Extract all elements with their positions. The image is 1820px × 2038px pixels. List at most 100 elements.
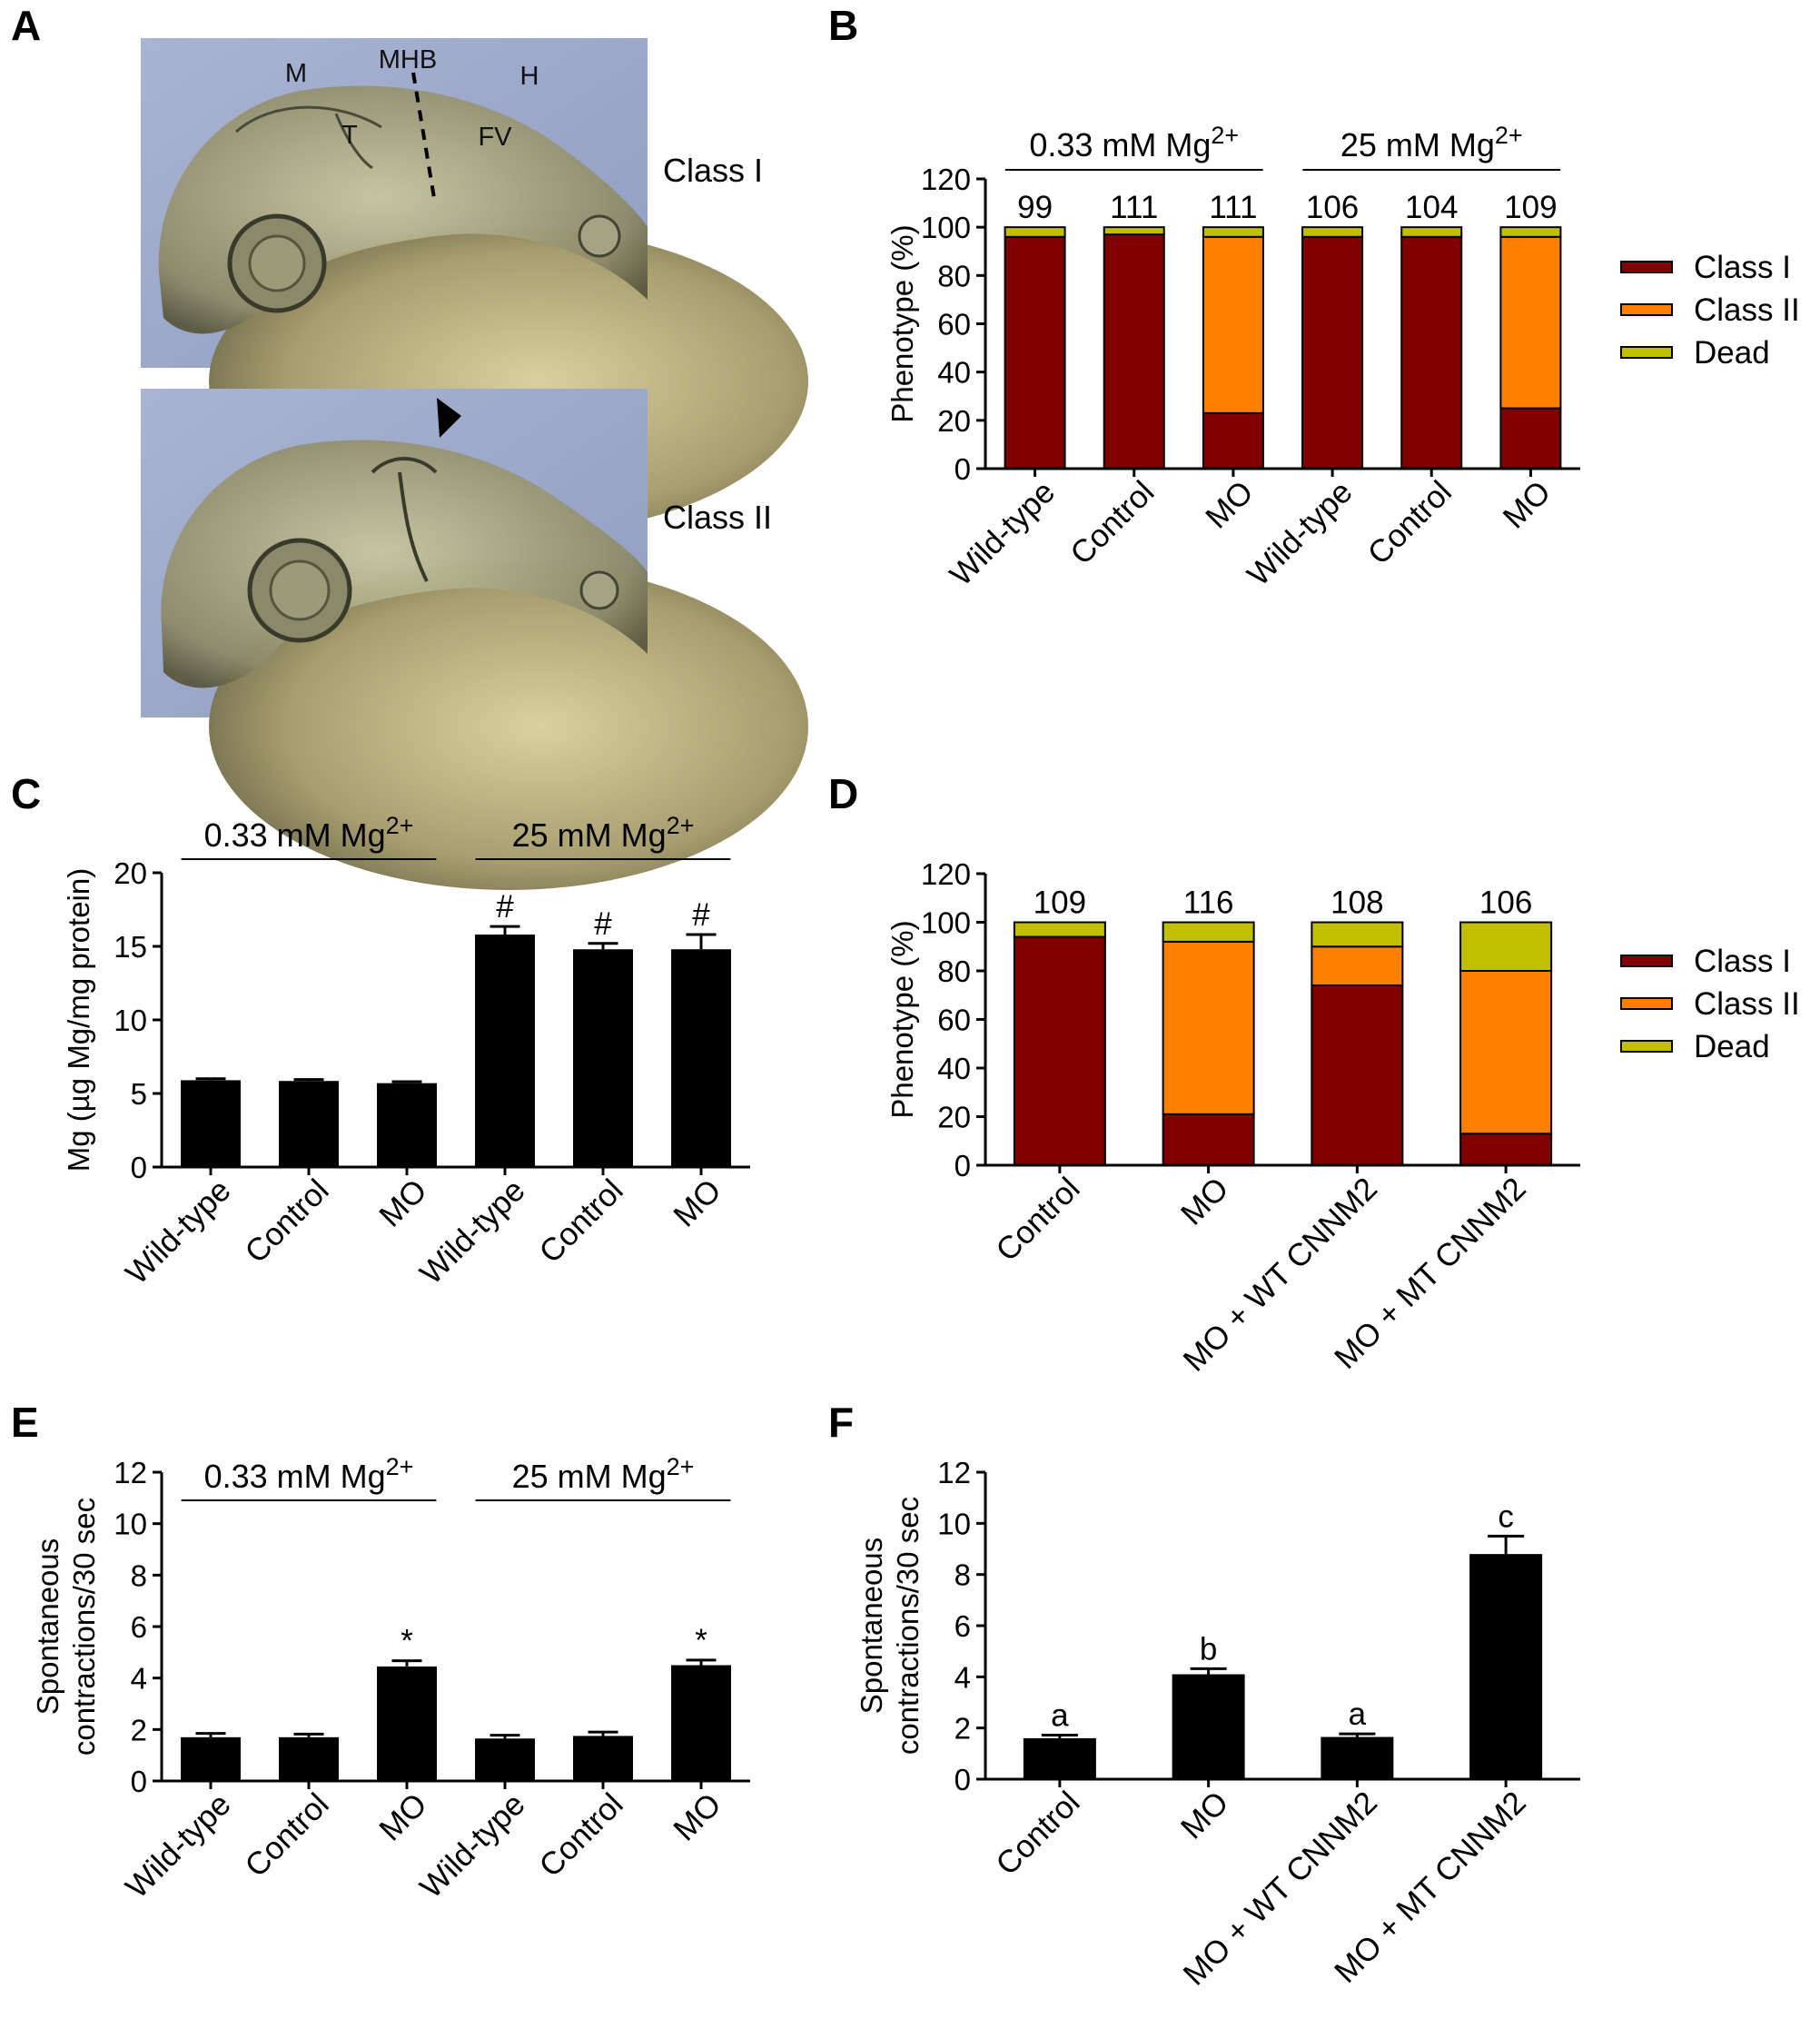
x-category-label: MO [372,1786,433,1847]
group-label: 25 mM Mg2+ [1340,122,1523,163]
class-ii-label: Class II [663,499,772,536]
y-tick-label: 80 [937,955,971,988]
legend-label: Dead [1694,335,1770,371]
y-tick-label: 0 [131,1151,147,1184]
n-label: 111 [1209,190,1257,225]
y-tick-label: 60 [937,308,971,341]
bar [377,1666,437,1781]
x-category-label: Wild-type [413,1172,532,1291]
group-label-text: 0.33 mM Mg [204,1458,386,1495]
y-tick-label: 120 [921,857,971,891]
bar-class-ii [1459,970,1553,1135]
x-category-label: MO [1174,1171,1235,1232]
bar-dead [1004,226,1066,238]
bar-dead [1301,226,1364,238]
group-label-superscript: 2+ [1495,122,1523,149]
group-label-superscript: 2+ [386,812,414,839]
y-tick-label: 12 [937,1456,971,1489]
n-label: 106 [1306,190,1359,225]
x-category-label: Control [989,1785,1086,1882]
bar [1320,1736,1394,1779]
y-tick-label: 4 [955,1660,971,1694]
group-label-text: 25 mM Mg [1340,126,1495,163]
bar-class-i [1499,407,1562,470]
bar-class-ii [1499,235,1562,410]
y-tick-label: 20 [114,856,147,890]
x-category-label: Control [532,1786,629,1884]
x-category-label: MO [667,1786,727,1847]
bar [181,1080,241,1167]
y-tick-label: 0 [955,452,971,486]
y-axis-label: Mg (µg Mg/mg protein) [62,868,95,1172]
legend-swatch [1620,261,1673,273]
y-tick-label: 4 [131,1662,147,1696]
y-tick-label: 2 [955,1712,971,1746]
image-label-mhb: MHB [379,45,437,74]
y-tick-label: 20 [937,404,971,438]
bar-class-i [1311,984,1404,1167]
y-tick-label: 10 [937,1507,971,1540]
bar [475,935,535,1167]
legend-swatch [1620,346,1673,359]
group-label-superscript: 2+ [667,812,695,839]
y-tick-label: 60 [937,1004,971,1037]
y-tick-label: 120 [921,163,971,196]
bar [377,1083,437,1167]
y-tick-label: 8 [955,1558,971,1592]
x-category-label: Control [1361,474,1459,571]
x-category-label: Wild-type [944,474,1063,593]
legend-swatch [1620,303,1673,316]
y-tick-label: 8 [131,1558,147,1592]
legend-swatch [1620,997,1673,1010]
bar [181,1736,241,1781]
y-tick-label: 6 [955,1609,971,1643]
significance-marker: a [1051,1698,1069,1734]
bar-class-i [1162,1113,1255,1166]
y-tick-label: 15 [114,930,147,964]
bar-class-ii [1162,940,1255,1115]
n-label: 109 [1504,190,1557,225]
x-category-label: Control [238,1786,335,1884]
y-tick-label: 100 [921,211,971,244]
x-category-label: Wild-type [119,1172,238,1291]
group-label-text: 25 mM Mg [512,816,667,854]
significance-marker: a [1349,1697,1367,1732]
image-label-h: H [520,62,539,91]
n-label: 116 [1183,885,1234,921]
panel-label-b: B [828,2,858,49]
x-category-label: MO [1497,474,1558,535]
y-axis-label: contractions/30 sec [67,1498,101,1756]
legend-label: Class I [1694,250,1791,285]
y-tick-label: 100 [921,906,971,940]
y-tick-label: 5 [131,1077,147,1111]
chart-b-phenotype: 99 111 111 106 104 109 0 20 40 60 80 100 120 Wild-typ… [885,122,1800,593]
bar-class-i [1103,233,1165,470]
group-label: 25 mM Mg2+ [512,1453,695,1495]
bar-class-i [1400,235,1463,470]
panel-label-e: E [11,1399,39,1446]
bar-class-ii [1202,235,1264,414]
n-label: 108 [1330,885,1383,921]
x-category-label: Control [1063,474,1161,571]
bar-class-i [1459,1133,1553,1166]
legend-label: Class I [1694,944,1791,979]
bar [671,949,731,1167]
significance-marker: b [1200,1631,1217,1667]
group-label-superscript: 2+ [667,1453,695,1480]
panel-label-c: C [11,770,41,817]
bar-dead [1459,921,1553,972]
bar-dead [1162,921,1255,943]
bar-dead [1013,921,1106,938]
bar [573,1736,633,1781]
bar-class-i [1004,235,1066,470]
panel-a-images: M MHB H T FV Class I Class II [141,38,808,890]
group-label-superscript: 2+ [386,1453,414,1480]
y-axis-label: Spontaneous [855,1538,888,1715]
bar [279,1081,339,1167]
x-category-label: MO [372,1172,433,1233]
bar-class-i [1013,935,1106,1167]
group-label: 0.33 mM Mg2+ [204,1453,414,1495]
